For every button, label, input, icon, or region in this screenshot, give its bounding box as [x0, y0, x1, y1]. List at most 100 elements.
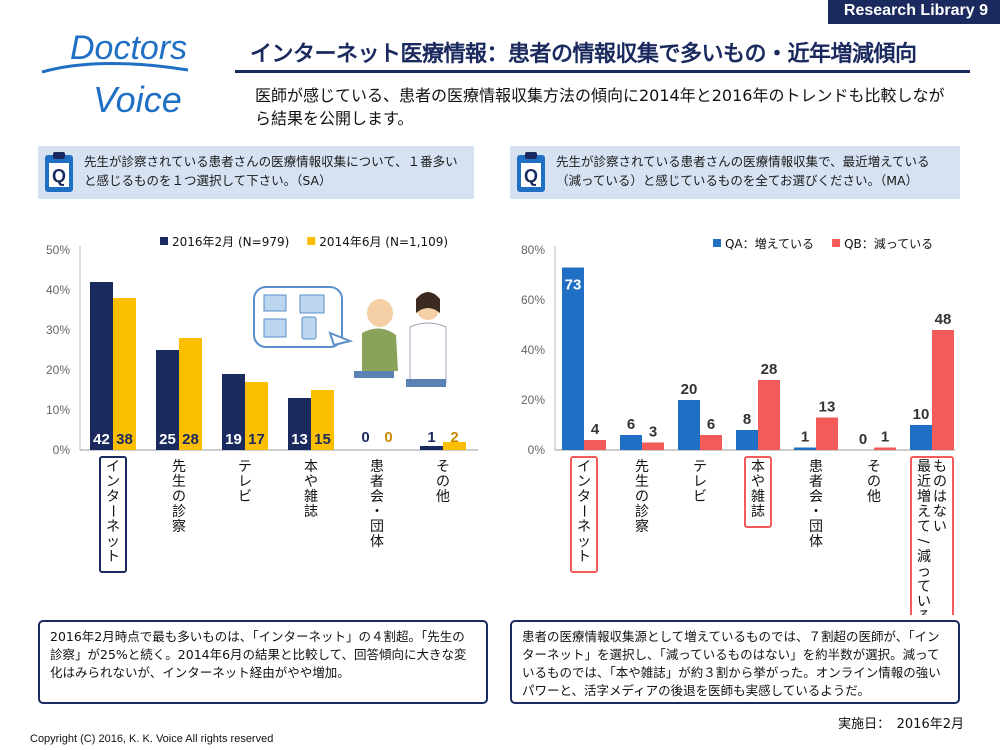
- doctor-patient-illustration: [253, 286, 447, 387]
- data-label: 1: [427, 429, 435, 446]
- data-label: 6: [627, 416, 635, 433]
- y-tick-label: 80%: [521, 243, 545, 257]
- category-highlight-box: [99, 456, 127, 573]
- category-label-char: 察: [635, 518, 649, 535]
- svg-text:Doctors: Doctors: [70, 29, 187, 67]
- clipboard-q-icon: Q: [517, 152, 545, 192]
- category-label-char: 体: [809, 534, 823, 550]
- category-label-char: の: [635, 489, 649, 505]
- category-label-char: 診: [635, 504, 649, 520]
- data-label: 48: [935, 311, 952, 328]
- data-label: 0: [384, 429, 392, 446]
- category-label-char: 雑: [304, 489, 318, 505]
- question-box-right: Q 先生が診察されている患者さんの医療情報収集で、最近増えている（減っている）と…: [510, 146, 960, 199]
- question-text-left: 先生が診察されている患者さんの医療情報収集について、１番多いと感じるものを１つ選…: [84, 154, 458, 188]
- data-label: 3: [649, 424, 657, 441]
- category-label-char: そ: [867, 459, 881, 475]
- category-label-char: テ: [238, 459, 252, 475]
- data-label: 25: [159, 431, 176, 448]
- legend-label: QA：増えている: [725, 237, 814, 251]
- category-label-char: /: [915, 539, 931, 544]
- category-label-char: 減: [917, 548, 931, 565]
- data-label: 28: [761, 361, 778, 378]
- legend-swatch: [832, 239, 841, 247]
- legend-label: 2016年2月 (N=979): [172, 235, 289, 249]
- category-label-char: 増: [917, 489, 931, 505]
- legend-label: QB：減っている: [844, 236, 933, 251]
- category-label-char: の: [436, 474, 450, 490]
- bar: [642, 442, 664, 450]
- category-label-char: 本: [304, 459, 318, 475]
- data-label: 10: [913, 406, 930, 423]
- category-label-char: 本: [751, 459, 765, 475]
- category-label-char: な: [933, 504, 947, 520]
- category-label-char: 察: [172, 518, 186, 535]
- category-label-char: テ: [693, 459, 707, 475]
- y-tick-label: 40%: [521, 343, 545, 357]
- category-label-char: も: [933, 459, 947, 475]
- bar: [288, 398, 311, 450]
- data-label: 19: [225, 431, 242, 448]
- bar: [678, 400, 700, 450]
- data-label: 6: [707, 416, 715, 433]
- page-title: インターネット医療情報：患者の情報収集で多いもの・近年増減傾向: [250, 42, 917, 67]
- category-label-char: 最: [917, 459, 931, 475]
- category-label-char: そ: [436, 459, 450, 475]
- category-label-char: の: [172, 489, 186, 505]
- category-label-char: の: [933, 474, 947, 490]
- category-label-char: タ: [577, 489, 591, 505]
- category-label-char: 会: [809, 489, 823, 505]
- category-label-char: レ: [238, 474, 252, 490]
- bar: [156, 350, 179, 450]
- doctors-voice-logo: Doctors Voice: [41, 29, 189, 120]
- category-label-char: 誌: [751, 504, 765, 520]
- bar: [816, 417, 838, 450]
- bar: [736, 430, 758, 450]
- legend-label: 2014年6月 (N=1,109): [319, 235, 448, 249]
- category-label-char: や: [751, 474, 765, 490]
- category-label-char: い: [917, 594, 931, 610]
- category-label-char: 生: [172, 474, 186, 490]
- bar: [584, 440, 606, 450]
- category-label-char: ビ: [238, 489, 252, 505]
- category-label-char: え: [917, 504, 931, 520]
- y-tick-label: 30%: [46, 323, 70, 337]
- category-label-char: 誌: [304, 504, 318, 520]
- bar: [910, 425, 932, 450]
- category-label-char: 体: [370, 534, 384, 550]
- data-label: 13: [291, 431, 308, 448]
- bar: [874, 447, 896, 450]
- data-label: 28: [182, 431, 199, 448]
- category-label-char: ・: [370, 504, 384, 520]
- category-label-char: ネ: [106, 519, 120, 535]
- copyright: Copyright (C) 2016, K. K. Voice All righ…: [30, 733, 274, 745]
- data-label: 2: [450, 429, 458, 446]
- category-label-char: ト: [106, 549, 120, 565]
- data-label: 17: [248, 431, 265, 448]
- category-label-char: 他: [436, 489, 450, 505]
- category-label-char: て: [917, 579, 931, 595]
- category-label-char: 者: [809, 474, 823, 490]
- category-label-char: 近: [917, 474, 931, 490]
- legend-swatch: [713, 239, 721, 247]
- category-label-char: る: [917, 609, 931, 615]
- category-label-char: ッ: [577, 534, 591, 550]
- bar: [700, 435, 722, 450]
- data-label: 20: [681, 381, 698, 398]
- bar: [245, 382, 268, 450]
- category-label-char: イ: [577, 459, 591, 475]
- data-label: 38: [116, 431, 133, 448]
- y-tick-label: 60%: [521, 293, 545, 307]
- bar: [311, 390, 334, 450]
- category-label-char: 団: [809, 519, 823, 535]
- bar: [420, 446, 443, 450]
- data-label: 0: [859, 431, 867, 448]
- y-tick-label: 40%: [46, 283, 70, 297]
- data-label: 15: [314, 431, 331, 448]
- y-tick-label: 0%: [528, 443, 546, 457]
- y-tick-label: 20%: [46, 363, 70, 377]
- category-label-char: 診: [172, 504, 186, 520]
- y-tick-label: 50%: [46, 243, 70, 257]
- category-label-char: ン: [106, 474, 120, 490]
- category-highlight-box: [910, 456, 954, 615]
